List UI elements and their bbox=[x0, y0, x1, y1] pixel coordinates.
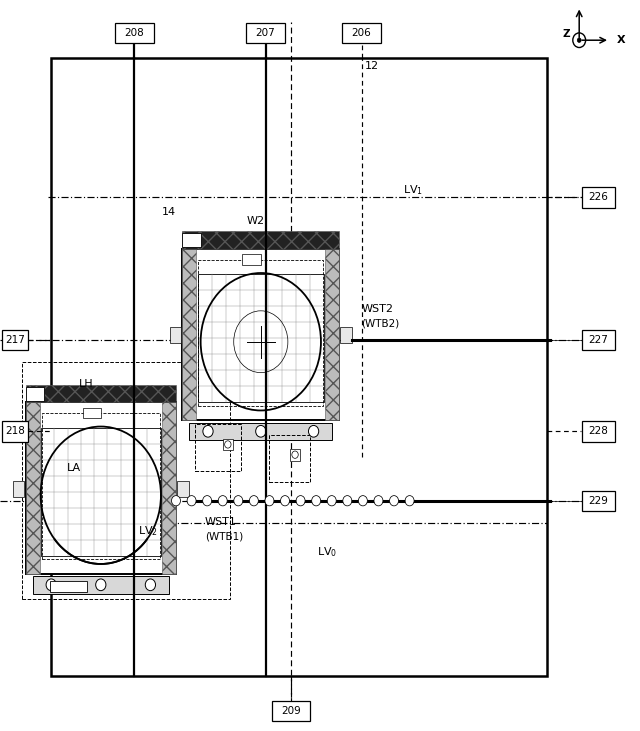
Bar bbox=[189, 423, 332, 440]
Bar bbox=[26, 402, 176, 574]
Bar bbox=[582, 421, 615, 442]
Text: LA: LA bbox=[67, 463, 81, 473]
Bar bbox=[342, 23, 381, 43]
Bar bbox=[26, 402, 40, 574]
Text: LV$_0$: LV$_0$ bbox=[317, 545, 337, 558]
Circle shape bbox=[265, 496, 274, 506]
Circle shape bbox=[96, 579, 106, 591]
Text: LV$_2$: LV$_2$ bbox=[138, 525, 157, 538]
Bar bbox=[582, 187, 615, 208]
Bar bbox=[83, 408, 101, 418]
Text: 207: 207 bbox=[256, 28, 275, 38]
Bar bbox=[42, 413, 160, 559]
Circle shape bbox=[390, 496, 399, 506]
Text: 208: 208 bbox=[125, 28, 144, 38]
Circle shape bbox=[327, 496, 336, 506]
Bar bbox=[170, 327, 181, 344]
Circle shape bbox=[250, 496, 259, 506]
Bar bbox=[41, 428, 161, 556]
Bar bbox=[177, 481, 189, 497]
Bar bbox=[182, 233, 201, 247]
Circle shape bbox=[255, 425, 266, 437]
Circle shape bbox=[203, 425, 213, 437]
Text: WST2: WST2 bbox=[362, 303, 394, 314]
Circle shape bbox=[172, 496, 180, 506]
Circle shape bbox=[46, 579, 56, 591]
Circle shape bbox=[374, 496, 383, 506]
Text: X: X bbox=[616, 35, 625, 45]
Text: WST1: WST1 bbox=[205, 518, 237, 527]
Bar bbox=[223, 439, 233, 450]
Bar bbox=[50, 581, 87, 592]
Text: (WTB2): (WTB2) bbox=[362, 318, 400, 328]
Circle shape bbox=[577, 38, 581, 42]
Circle shape bbox=[145, 579, 156, 591]
Bar bbox=[51, 58, 547, 676]
Bar bbox=[115, 23, 154, 43]
Text: 206: 206 bbox=[352, 28, 371, 38]
Text: 228: 228 bbox=[588, 426, 609, 436]
Text: LV$_1$: LV$_1$ bbox=[403, 183, 423, 197]
Circle shape bbox=[573, 33, 586, 48]
Text: 226: 226 bbox=[588, 192, 609, 202]
Bar bbox=[242, 254, 261, 265]
Text: (WTB1): (WTB1) bbox=[205, 532, 243, 542]
Bar bbox=[340, 327, 352, 344]
Circle shape bbox=[187, 496, 196, 506]
Circle shape bbox=[312, 496, 321, 506]
Bar bbox=[162, 402, 176, 574]
Bar bbox=[26, 385, 176, 402]
Text: 14: 14 bbox=[162, 207, 176, 217]
Bar bbox=[198, 274, 324, 402]
Text: 229: 229 bbox=[588, 496, 609, 506]
Circle shape bbox=[234, 496, 243, 506]
Bar bbox=[582, 330, 615, 350]
Bar bbox=[195, 424, 241, 471]
Bar bbox=[182, 249, 196, 420]
Circle shape bbox=[225, 441, 231, 448]
Bar bbox=[198, 260, 323, 406]
Text: 227: 227 bbox=[588, 335, 609, 345]
Text: 218: 218 bbox=[4, 426, 25, 436]
Bar bbox=[325, 249, 339, 420]
Circle shape bbox=[343, 496, 352, 506]
Circle shape bbox=[292, 451, 298, 458]
Text: W2: W2 bbox=[247, 216, 265, 227]
Circle shape bbox=[280, 496, 289, 506]
Circle shape bbox=[218, 496, 227, 506]
Bar bbox=[26, 387, 44, 401]
Bar bbox=[269, 435, 310, 482]
Bar bbox=[2, 330, 28, 350]
Bar bbox=[290, 449, 300, 461]
Circle shape bbox=[308, 425, 319, 437]
Bar bbox=[182, 231, 339, 249]
Circle shape bbox=[358, 496, 367, 506]
Bar bbox=[13, 481, 24, 497]
Bar bbox=[246, 23, 285, 43]
Bar bbox=[33, 576, 169, 594]
Circle shape bbox=[296, 496, 305, 506]
Bar bbox=[22, 362, 230, 599]
Bar bbox=[182, 249, 339, 420]
Text: LH: LH bbox=[79, 379, 93, 389]
Text: 12: 12 bbox=[365, 61, 379, 71]
Bar bbox=[582, 491, 615, 511]
Bar bbox=[272, 701, 310, 721]
Text: Z: Z bbox=[563, 29, 570, 39]
Text: 209: 209 bbox=[282, 706, 301, 716]
Bar bbox=[2, 421, 28, 442]
Text: 217: 217 bbox=[4, 335, 25, 345]
Circle shape bbox=[203, 496, 212, 506]
Circle shape bbox=[405, 496, 414, 506]
